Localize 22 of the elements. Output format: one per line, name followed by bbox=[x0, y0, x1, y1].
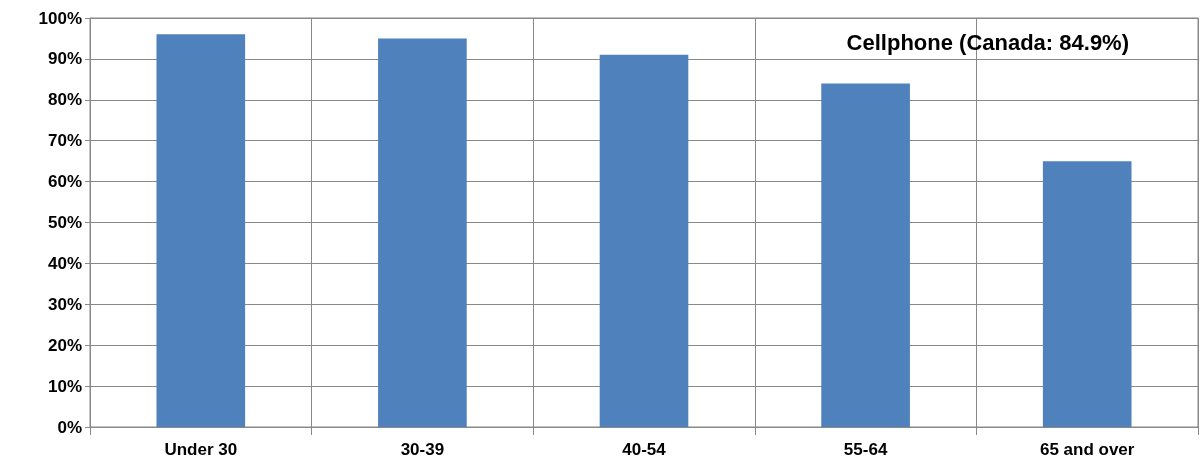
bar bbox=[1042, 161, 1132, 427]
x-tick-label: 65 and over bbox=[1039, 440, 1135, 459]
x-tick-label: 40-54 bbox=[622, 440, 667, 459]
y-tick-label: 0% bbox=[57, 417, 82, 437]
x-tick-label: 30-39 bbox=[400, 440, 445, 459]
y-tick-label: 40% bbox=[47, 253, 82, 273]
y-tick-label: 100% bbox=[38, 8, 82, 28]
text: Cellphone (Canada: 84.9%) bbox=[846, 29, 1129, 55]
y-tick-label: 10% bbox=[47, 376, 82, 396]
bar bbox=[156, 34, 246, 427]
y-tick-label: 50% bbox=[47, 213, 82, 232]
x-tick-label: Under 30 bbox=[164, 440, 238, 459]
y-tick-label: 30% bbox=[47, 294, 82, 314]
y-tick-label: 70% bbox=[47, 131, 82, 151]
y-tick-label: 90% bbox=[47, 49, 82, 69]
y-tick-label: 80% bbox=[47, 90, 82, 110]
y-tick-label: 20% bbox=[47, 335, 82, 355]
bar bbox=[599, 54, 689, 427]
x-tick-label: 55-64 bbox=[843, 440, 888, 459]
bar bbox=[821, 83, 910, 427]
y-tick-label: 60% bbox=[47, 172, 82, 192]
bar bbox=[378, 38, 467, 427]
